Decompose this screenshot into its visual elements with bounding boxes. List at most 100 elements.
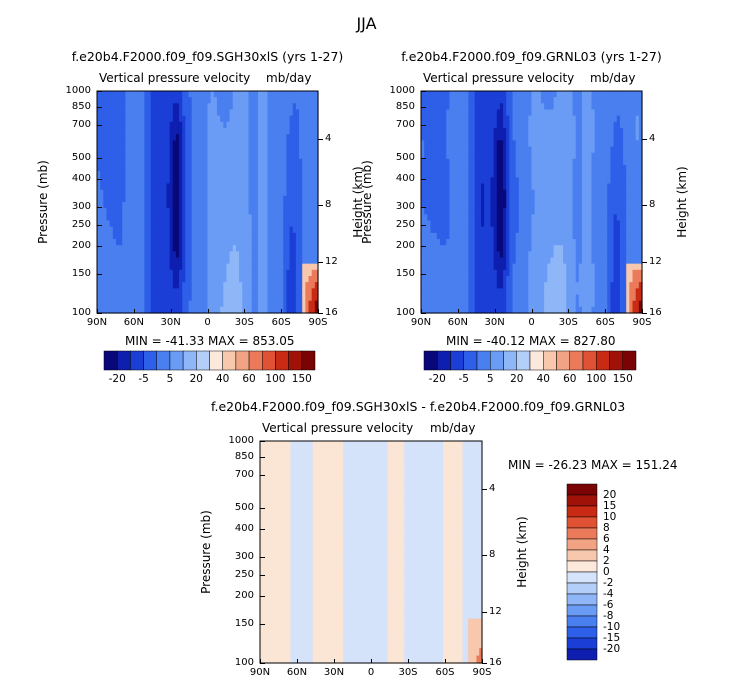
heatmap-cell [223,183,228,191]
heatmap-cell [449,171,454,178]
heatmap-cell [182,189,186,197]
heatmap-cell [169,152,174,160]
heatmap-cell [160,189,164,197]
heatmap-cell [122,306,127,314]
heatmap-cell [487,226,492,234]
heatmap-cell [465,189,469,197]
heatmap-cell [201,195,205,203]
heatmap-cell [623,134,627,141]
heatmap-cell [528,165,533,172]
heatmap-cell [471,276,476,283]
heatmap-cell [292,257,297,265]
heatmap-cell [276,121,281,129]
heatmap-cell [100,263,104,271]
heatmap-cell [563,97,567,104]
heatmap-cell [188,226,193,234]
heatmap-cell [458,152,463,160]
heatmap-cell [465,121,469,129]
heatmap-cell [119,128,123,135]
heatmap-cell [449,208,454,215]
heatmap-cell [439,232,444,240]
heatmap-cell [629,91,634,98]
heatmap-cell [544,263,548,271]
heatmap-cell [125,220,130,228]
heatmap-cell [223,171,228,178]
heatmap-cell [559,214,564,222]
heatmap-cell [226,220,231,228]
heatmap-cell [289,300,294,308]
heatmap-cell [569,288,574,296]
heatmap-cell [499,146,504,154]
heatmap-cell [239,109,243,117]
heatmap-cell [226,134,231,141]
heatmap-cell [112,288,117,296]
heatmap-cell [213,195,218,203]
heatmap-cell [286,276,291,283]
heatmap-cell [591,263,596,271]
heatmap-cell [267,121,272,129]
heatmap-cell [264,214,269,222]
heatmap-cell [153,115,158,123]
heatmap-cell [607,195,612,203]
heatmap-cell [465,115,469,123]
heatmap-cell [556,306,561,314]
heatmap-cell [496,288,501,296]
heatmap-cell [185,97,190,104]
heatmap-cell [436,103,441,111]
heatmap-cell [578,282,583,289]
heatmap-cell [103,189,108,197]
heatmap-cell [556,115,561,123]
heatmap-cell [283,97,288,104]
heatmap-cell [439,109,444,117]
heatmap-cell [559,140,564,148]
heatmap-cell [106,208,111,215]
heatmap-cell [578,165,583,172]
heatmap-cell [213,183,218,191]
heatmap-cell [112,276,117,283]
heatmap-cell [443,121,447,129]
heatmap-cell [550,202,555,209]
heatmap-cell [188,97,193,104]
heatmap-cell [229,257,234,265]
heatmap-cell [518,282,523,289]
heatmap-cell [436,300,441,308]
heatmap-cell [264,263,269,271]
heatmap-cell [210,202,215,209]
heatmap-cell [223,121,228,129]
heatmap-cell [201,103,205,111]
heatmap-cell [267,91,272,98]
heatmap-cell [509,220,514,228]
heatmap-cell [122,103,127,111]
heatmap-cell [254,103,259,111]
heatmap-cell [112,251,117,259]
heatmap-cell [619,214,624,222]
heatmap-cell [258,269,262,277]
heatmap-cell [446,294,451,302]
heatmap-cell [153,195,158,203]
heatmap-cell [194,152,199,160]
heatmap-cell [468,103,473,111]
heatmap-cell [239,91,243,98]
heatmap-cell [185,226,190,234]
heatmap-cell [572,140,577,148]
x-tick-mark [318,309,319,313]
heatmap-cell [251,214,256,222]
heatmap-cell [112,165,117,172]
heatmap-cell [427,232,432,240]
heatmap-cell [201,115,205,123]
heatmap-cell [97,288,101,296]
heatmap-cell [474,183,479,191]
heatmap-cell [528,158,533,166]
heatmap-cell [100,158,104,166]
heatmap-cell [458,282,463,289]
heatmap-cell [160,183,164,191]
heatmap-cell [449,152,454,160]
heatmap-cell [207,239,212,246]
heatmap-cell [585,195,589,203]
y-tick-label: 100 [71,307,91,318]
heatmap-cell [185,276,190,283]
heatmap-cell [207,171,212,178]
heatmap-cell [163,165,168,172]
heatmap-cell [213,251,218,259]
heatmap-cell [261,232,265,240]
